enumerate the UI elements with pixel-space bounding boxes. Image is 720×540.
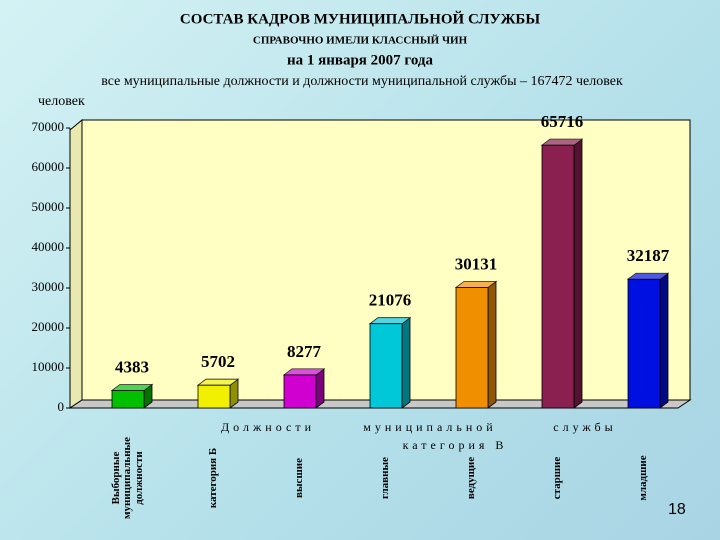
bar [541, 144, 575, 409]
value-label: 8277 [287, 342, 322, 361]
value-label: 4383 [115, 357, 149, 376]
left-wall [69, 118, 83, 409]
y-tick-label: 60000 [32, 159, 65, 174]
bar-side-shade [144, 384, 152, 408]
bar [283, 374, 317, 409]
value-label: 65716 [541, 112, 584, 131]
bar [111, 390, 145, 409]
value-label: 5702 [201, 352, 235, 371]
bar [369, 323, 403, 409]
bar-top-shade [628, 273, 668, 280]
x-tick-label: ведущие [465, 456, 478, 500]
y-tick-label: 10000 [32, 359, 65, 374]
bar-top-shade [198, 379, 238, 386]
x-tick-label: главные [379, 457, 392, 499]
y-tick-label: 70000 [32, 119, 65, 134]
bar-side-shade [402, 317, 410, 408]
bar-top-shade [112, 384, 152, 391]
group-label: категория В [403, 438, 508, 452]
y-tick-label: 30000 [32, 279, 65, 294]
bar-side-shade [230, 379, 238, 408]
bar-side-shade [488, 281, 496, 408]
page-number: 18 [668, 501, 686, 518]
bar [197, 384, 231, 409]
y-tick-label: 20000 [32, 319, 65, 334]
chart-title: СОСТАВ КАДРОВ МУНИЦИПАЛЬНОЙ СЛУЖБЫ [180, 10, 540, 27]
bar-side-shade [574, 139, 582, 409]
bar-side-shade [660, 273, 668, 408]
date-line: на 1 января 2007 года [287, 52, 434, 68]
note: все муниципальные должности и должности … [101, 74, 623, 89]
bar-top-shade [370, 317, 410, 324]
chart-subtitle: СПРАВОЧНО ИМЕЛИ КЛАССНЫЙ ЧИН [253, 35, 468, 47]
group-label: муниципальной [363, 420, 496, 434]
y-axis-label: человек [38, 94, 85, 109]
value-label: 21076 [369, 291, 412, 310]
bar [627, 278, 661, 409]
group-label: Должности [221, 420, 315, 434]
y-tick-label: 0 [58, 399, 65, 414]
y-tick-label: 40000 [32, 239, 65, 254]
x-tick-label: Выборные муниципальные должности [109, 436, 145, 520]
bar-side-shade [316, 368, 324, 408]
group-label: службы [553, 420, 616, 434]
value-label: 30131 [455, 254, 498, 273]
bar-top-shade [542, 139, 582, 146]
bar-top-shade [456, 281, 496, 288]
x-tick-label: высшие [293, 458, 306, 498]
bar [455, 287, 489, 409]
bar-top-shade [284, 368, 324, 375]
y-tick-label: 50000 [32, 199, 65, 214]
x-tick-label: старшие [551, 456, 564, 500]
x-tick-label: младшие [637, 455, 650, 501]
value-label: 32187 [627, 246, 670, 265]
x-tick-label: категория Б [207, 447, 220, 509]
